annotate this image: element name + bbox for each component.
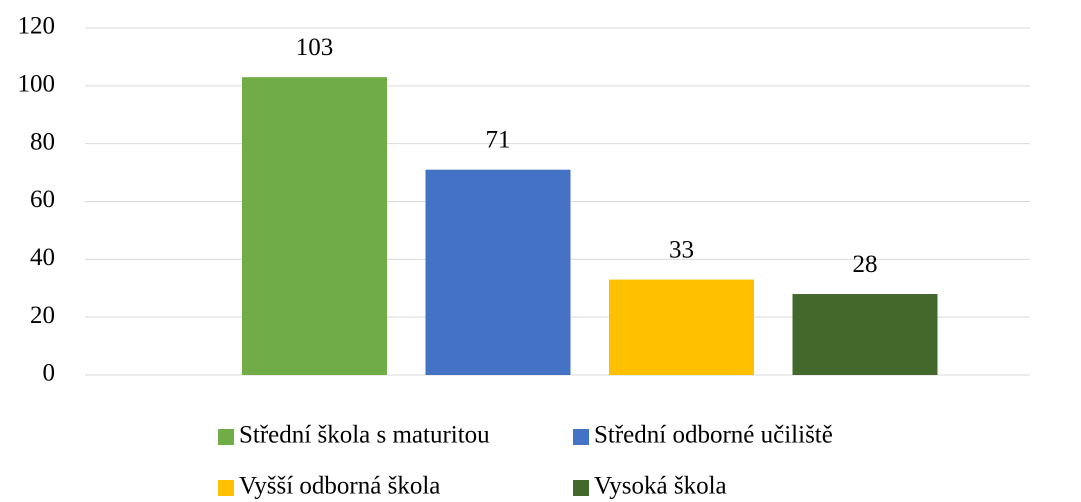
legend-label: Vysoká škola (594, 473, 727, 500)
value-label: 103 (296, 34, 334, 61)
y-tick-label: 0 (43, 360, 56, 387)
y-tick-label: 120 (18, 13, 56, 40)
y-tick-label: 100 (18, 71, 56, 98)
value-label: 28 (853, 251, 878, 278)
value-label: 33 (669, 236, 694, 263)
legend-label: Střední škola s maturitou (239, 422, 490, 449)
value-label: 71 (486, 126, 511, 153)
legend-swatch (218, 429, 234, 445)
bar (609, 279, 754, 375)
legend-label: Vyšší odborná škola (239, 473, 440, 500)
legend-swatch (573, 480, 589, 496)
legend-swatch (573, 429, 589, 445)
y-tick-label: 40 (30, 244, 55, 271)
legend-label: Střední odborné učiliště (594, 422, 833, 449)
bar (792, 294, 938, 375)
y-tick-label: 60 (30, 186, 55, 213)
legend-swatch (218, 480, 234, 496)
bar (425, 169, 571, 375)
y-tick-label: 80 (30, 128, 55, 155)
y-tick-label: 20 (30, 302, 55, 329)
bar (242, 77, 387, 376)
